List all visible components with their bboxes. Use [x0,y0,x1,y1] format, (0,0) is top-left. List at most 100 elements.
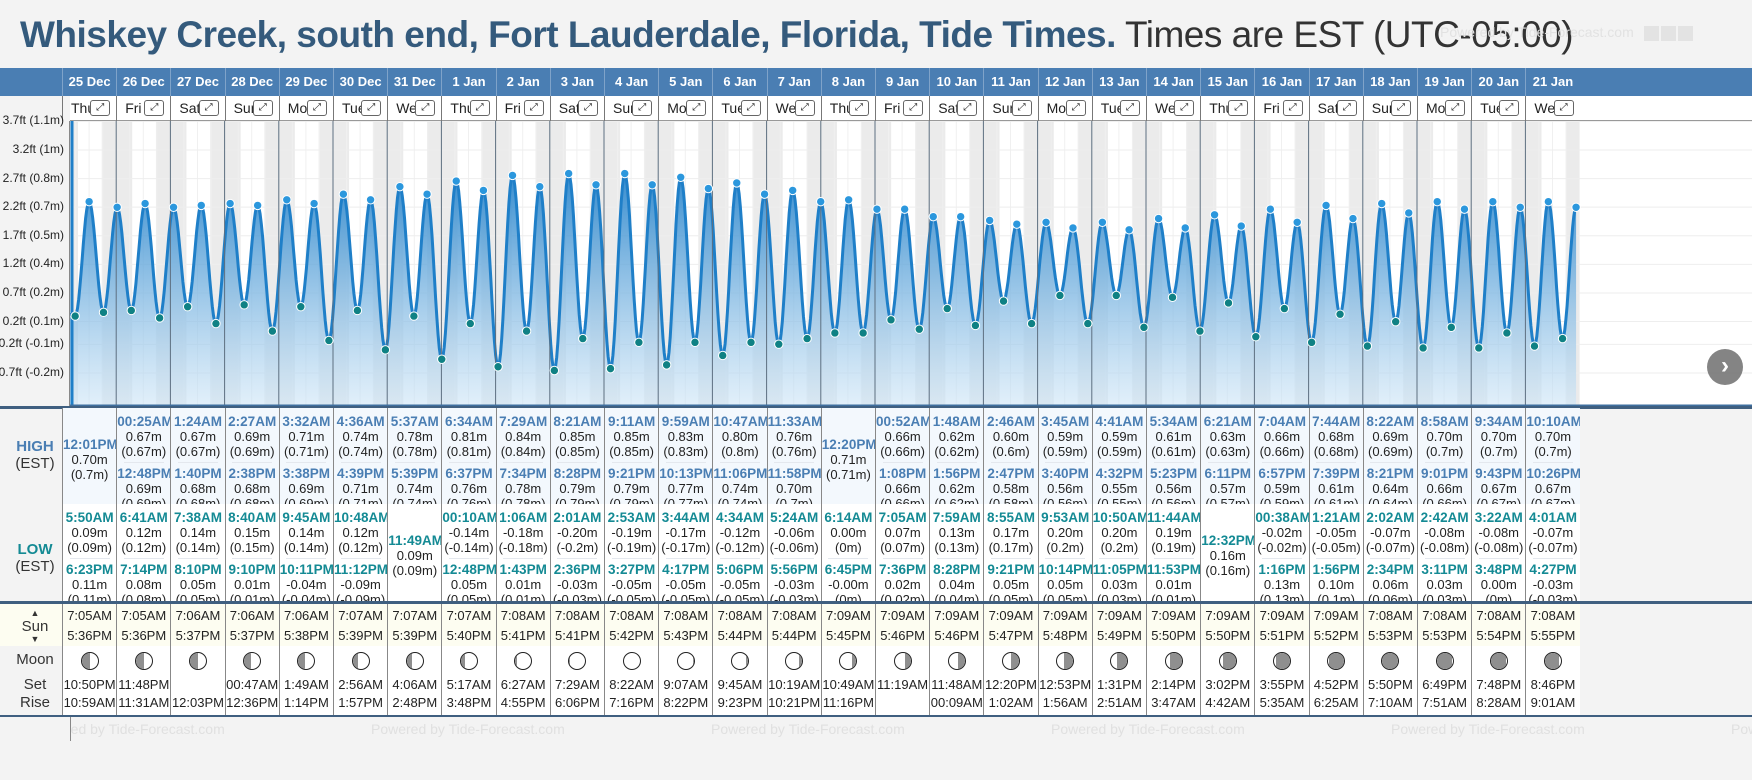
low-tide-cell: 5:50AM 0.09m (0.09m) 6:23PM 0.11m (0.11m) [62,504,117,601]
high-tide-height: 0.59m [1047,429,1084,444]
y-tick-label: 2.7ft (0.8m) [2,170,64,185]
expand-day-button[interactable]: ⤢ [415,100,436,116]
moonrise-time: 5:35AM [1259,695,1305,710]
high-tide-time: 11:06PM [713,466,767,481]
expand-day-button[interactable]: ⤢ [523,100,544,116]
low-tide-height-alt: (-0.02m) [1257,540,1307,555]
high-tide-cell: 4:36AM 0.74m (0.74m) 4:39PM 0.71m (0.71m) [333,408,388,504]
moonset-label: Set [23,676,47,693]
expand-day-button[interactable]: ⤢ [1011,100,1032,116]
sun-cell: 7:08AM 5:53PM [1417,604,1472,646]
low-tide-height-alt: (0.04m) [934,592,980,601]
expand-day-button[interactable]: ⤢ [686,100,707,116]
cell-divider [1099,462,1140,463]
next-arrow-button[interactable]: › [1707,349,1743,385]
high-tide-height-alt: (0.69m) [1367,444,1413,459]
moon-cell: 11:19AM [875,646,930,715]
high-tide-time: 1:48AM [932,414,981,429]
expand-day-button[interactable]: ⤢ [1282,100,1303,116]
weekday-label: Thu [450,100,475,116]
low-tide-height: -0.05m [611,577,652,592]
moonset-time: 00:47AM [226,677,279,692]
expand-day-button[interactable]: ⤢ [1065,100,1086,116]
low-tide-cell: 7:05AM 0.07m (0.07m) 7:36PM 0.02m (0.02m) [875,504,930,601]
footer-watermark-text: Powered by Tide-Forecast.com [371,721,565,737]
high-tide-height: 0.71m [288,429,325,444]
cell-divider [69,558,110,559]
high-tide-height-alt: (0.55m) [1096,496,1142,504]
low-tide-marker [858,328,868,338]
high-tide-time: 1:08PM [878,466,927,481]
sun-cell: 7:08AM 5:44PM [712,604,767,646]
brand-icons [1643,25,1693,41]
sun-cell: 7:05AM 5:36PM [116,604,171,646]
expand-day-button[interactable]: ⤢ [1445,100,1466,116]
low-tide-marker [324,335,334,346]
moonset-time: 12:20PM [984,677,1037,692]
sunset-time: 5:40PM [446,628,492,643]
moon-cell: 4:52PM 6:25AM [1308,646,1363,715]
expand-day-button[interactable]: ⤢ [794,100,815,116]
expand-day-button[interactable]: ⤢ [848,100,869,116]
expand-day-button[interactable]: ⤢ [198,100,219,116]
expand-day-button[interactable]: ⤢ [740,100,761,116]
low-tide-marker [1251,332,1261,342]
sunrise-arrow-icon: ▲ [30,608,40,618]
expand-day-button[interactable]: ⤢ [957,100,978,116]
expand-day-button[interactable]: ⤢ [1228,100,1249,116]
expand-day-button[interactable]: ⤢ [469,100,490,116]
high-tide-height: 0.56m [1047,481,1084,496]
sun-cell: 7:09AM 5:46PM [929,604,984,646]
moon-shadow [406,653,412,669]
low-tide-height: 0.01m [234,577,271,592]
low-tide-height-alt: (-0.09m) [336,592,386,601]
low-tide-cell: 1:21AM -0.05m (-0.05m) 1:56PM 0.10m (0.1m) [1308,504,1363,601]
cell-divider [232,462,273,463]
expand-day-button[interactable]: ⤢ [632,100,653,116]
expand-day-button[interactable]: ⤢ [144,100,165,116]
expand-day-button[interactable]: ⤢ [252,100,273,116]
high-tide-height-alt: (0.56m) [1042,496,1088,504]
low-tide-height-alt: (0m) [1485,592,1513,601]
low-tide-time: 5:24AM [770,510,819,525]
expand-day-button[interactable]: ⤢ [1390,100,1411,116]
low-tide-cell: 11:49AM 0.09m (0.09m) [387,504,442,601]
sunset-time: 5:54PM [1476,628,1522,643]
expand-day-button[interactable]: ⤢ [577,100,598,116]
high-tide-height: 0.76m [450,481,488,496]
high-tide-cell: 12:20PM 0.71m (0.71m) [820,408,875,504]
high-tide-height-alt: (0.67m) [121,444,167,459]
expand-day-button[interactable]: ⤢ [1499,100,1520,116]
high-tide-marker [591,180,601,190]
date-header: 6 Jan [712,68,766,96]
moon-cell: 3:02PM 4:42AM [1200,646,1255,715]
expand-day-button[interactable]: ⤢ [1119,100,1140,116]
expand-day-button[interactable]: ⤢ [306,100,327,116]
moon-cell: 12:03PM [170,646,225,715]
date-header: 31 Dec [387,68,441,96]
high-tide-time: 2:47PM [987,466,1035,481]
expand-day-button[interactable]: ⤢ [361,100,382,116]
high-tide-cell: 5:37AM 0.78m (0.78m) 5:39PM 0.74m (0.74m) [387,408,442,504]
high-tide-height-alt: (0.7m) [1480,444,1518,459]
weekday-cell: Mon ⤢ [658,96,712,121]
weekday-cell: Tue ⤢ [1091,96,1146,121]
expand-day-button[interactable]: ⤢ [1174,100,1195,116]
high-tide-marker [168,202,179,212]
high-tide-cell: 9:59AM 0.83m (0.83m) 10:13PM 0.77m (0.77m) [658,408,713,504]
high-tide-height-alt: (0.67m) [1476,496,1522,504]
expand-day-button[interactable]: ⤢ [1553,100,1574,116]
low-tide-marker [182,302,193,312]
low-tide-time: 12:32PM [1201,533,1255,548]
high-tide-time: 9:11AM [607,414,656,429]
low-tide-marker [465,318,476,329]
expand-day-button[interactable]: ⤢ [1336,100,1357,116]
low-tide-height: 0.03m [1101,577,1138,592]
high-tide-height: 0.70m [776,481,813,496]
expand-day-button[interactable]: ⤢ [903,100,924,116]
low-tide-cell: 7:59AM 0.13m (0.13m) 8:28PM 0.04m (0.04m) [929,504,984,601]
expand-day-button[interactable]: ⤢ [90,100,111,116]
low-tide-time: 6:23PM [65,562,114,577]
moon-phase-icon [1001,652,1020,670]
cell-divider [991,462,1031,463]
